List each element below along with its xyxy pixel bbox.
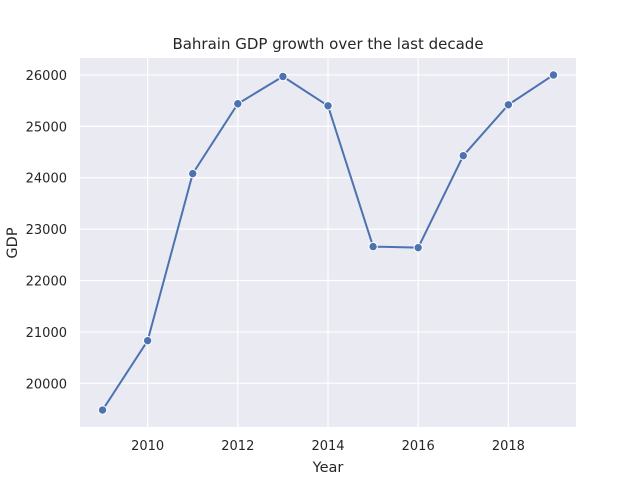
data-point bbox=[188, 168, 198, 179]
x-tick-label: 2018 bbox=[492, 439, 525, 454]
data-point bbox=[548, 70, 559, 80]
y-tick-label: 20000 bbox=[26, 377, 67, 392]
chart-title: Bahrain GDP growth over the last decade bbox=[172, 35, 483, 53]
data-point bbox=[97, 405, 108, 415]
x-tick-label: 2010 bbox=[131, 439, 164, 454]
data-point bbox=[142, 335, 153, 346]
y-tick-label: 23000 bbox=[26, 223, 67, 238]
data-point bbox=[278, 71, 288, 82]
data-point bbox=[233, 99, 243, 109]
data-point bbox=[323, 101, 333, 111]
x-tick-label: 2016 bbox=[402, 439, 435, 454]
data-point bbox=[458, 150, 468, 161]
y-tick-label: 25000 bbox=[26, 120, 67, 135]
y-axis-label: GDP bbox=[5, 227, 21, 258]
data-point bbox=[413, 242, 423, 253]
x-tick-label: 2014 bbox=[311, 439, 344, 454]
y-tick-label: 26000 bbox=[26, 69, 67, 84]
y-tick-label: 21000 bbox=[26, 326, 67, 341]
x-tick-labels: 2010 2012 2014 2016 2018 bbox=[131, 439, 525, 454]
x-tick-label: 2012 bbox=[221, 439, 254, 454]
y-tick-labels: 20000 21000 22000 23000 24000 25000 26000 bbox=[26, 69, 67, 392]
x-axis-label: Year bbox=[312, 460, 344, 476]
data-point bbox=[503, 100, 514, 110]
y-tick-label: 24000 bbox=[26, 172, 67, 187]
data-point bbox=[368, 241, 378, 252]
grid-lines bbox=[80, 58, 576, 427]
y-tick-label: 22000 bbox=[26, 275, 67, 290]
series-layer bbox=[97, 70, 559, 415]
